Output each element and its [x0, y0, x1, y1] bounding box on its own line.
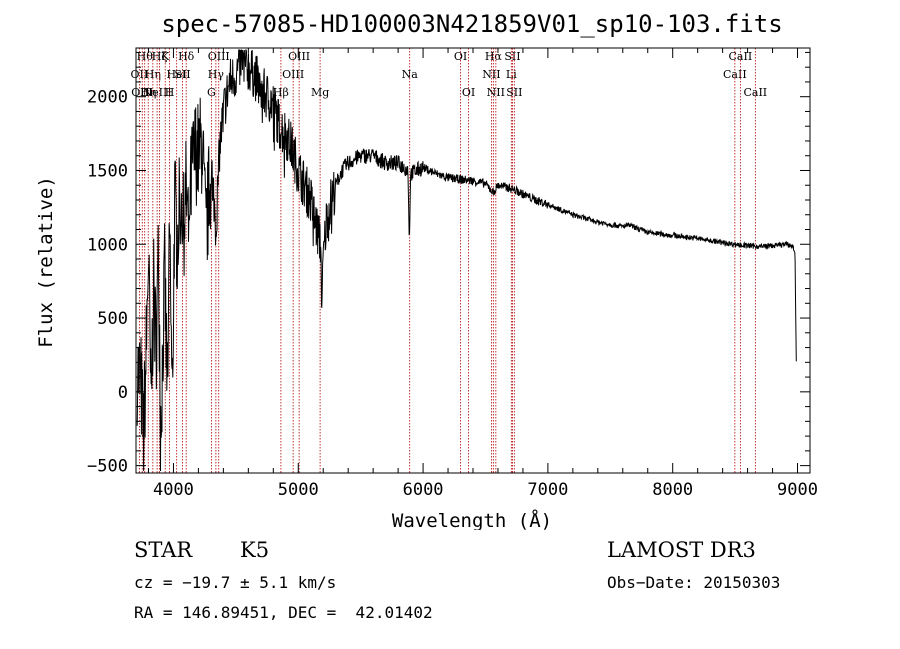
y-axis-ticks: −500 0 500 1000 1500 2000 [87, 51, 810, 477]
line-marker-label: Mg [311, 86, 329, 99]
line-marker-label: NII [487, 86, 505, 99]
x-tick-label: 8000 [652, 480, 693, 500]
line-marker-label: CaII [729, 50, 753, 63]
y-tick-label: 0 [118, 383, 128, 403]
sky-coordinates: RA = 146.89451, DEC = 42.01402 [134, 603, 433, 622]
line-marker-label: OI [462, 86, 475, 99]
line-marker-label: OIII [288, 50, 310, 63]
y-tick-label: −500 [87, 457, 128, 477]
line-marker-label: Hβ [273, 86, 289, 99]
line-marker-label: NII [482, 68, 500, 81]
line-marker-label: Hδ [178, 50, 195, 63]
line-marker-label: NeIII [143, 86, 172, 99]
chart-title: spec-57085-HD100003N421859V01_sp10-103.f… [161, 10, 782, 38]
y-axis-label: Flux (relative) [35, 176, 57, 348]
redshift-velocity: cz = −19.7 ± 5.1 km/s [134, 573, 337, 592]
line-marker-label: G [207, 86, 216, 99]
x-tick-label: 4000 [153, 480, 194, 500]
x-tick-label: 6000 [403, 480, 444, 500]
line-marker-label: Li [506, 68, 517, 81]
y-tick-label: 1000 [87, 235, 128, 255]
object-class: STAR [134, 538, 193, 562]
y-tick-label: 500 [97, 309, 128, 329]
line-marker-label: H [165, 86, 175, 99]
line-marker-label: OI [454, 50, 467, 63]
line-marker-label: Hγ [208, 68, 225, 81]
line-markers: OIIOIIIHθHηHηNeIIIHζKHHeISIIHδGHγOIIIHβO… [131, 48, 767, 473]
y-tick-label: 2000 [87, 88, 128, 108]
line-marker-label: SII [506, 86, 522, 99]
line-marker-label: Hζ [152, 50, 168, 63]
spectrum-line [136, 49, 797, 472]
spectrum-layer [136, 49, 797, 472]
line-marker-label: HeI [166, 68, 186, 81]
line-marker-label: CaII [723, 68, 747, 81]
line-marker-label: SII [174, 68, 190, 81]
observation-date: Obs−Date: 20150303 [607, 573, 781, 592]
x-tick-label: 7000 [527, 480, 568, 500]
plot-frame [135, 47, 811, 474]
line-marker-label: OIII [131, 86, 153, 99]
line-marker-label: CaII [743, 86, 767, 99]
x-axis-label: Wavelength (Å) [392, 509, 552, 530]
spectrum-chart: spec-57085-HD100003N421859V01_sp10-103.f… [35, 10, 818, 532]
line-marker-label: OIII [282, 68, 304, 81]
line-marker-label: Na [402, 68, 419, 81]
line-marker-label: Hη [140, 86, 156, 99]
y-tick-label: 1500 [87, 161, 128, 181]
survey-release: LAMOST DR3 [607, 538, 756, 562]
line-marker-label: SII [504, 50, 520, 63]
line-marker-label: OII [131, 68, 149, 81]
line-marker-label: Hθ [137, 50, 154, 63]
x-tick-label: 9000 [777, 480, 818, 500]
line-marker-label: Hη [145, 68, 161, 81]
x-axis-ticks: 4000 5000 6000 7000 8000 9000 [147, 48, 818, 500]
line-marker-label: K [161, 50, 170, 63]
x-tick-label: 5000 [278, 480, 319, 500]
line-marker-label: Hα [485, 50, 503, 63]
object-subclass: K5 [240, 538, 270, 562]
line-marker-label: OIII [208, 50, 230, 63]
